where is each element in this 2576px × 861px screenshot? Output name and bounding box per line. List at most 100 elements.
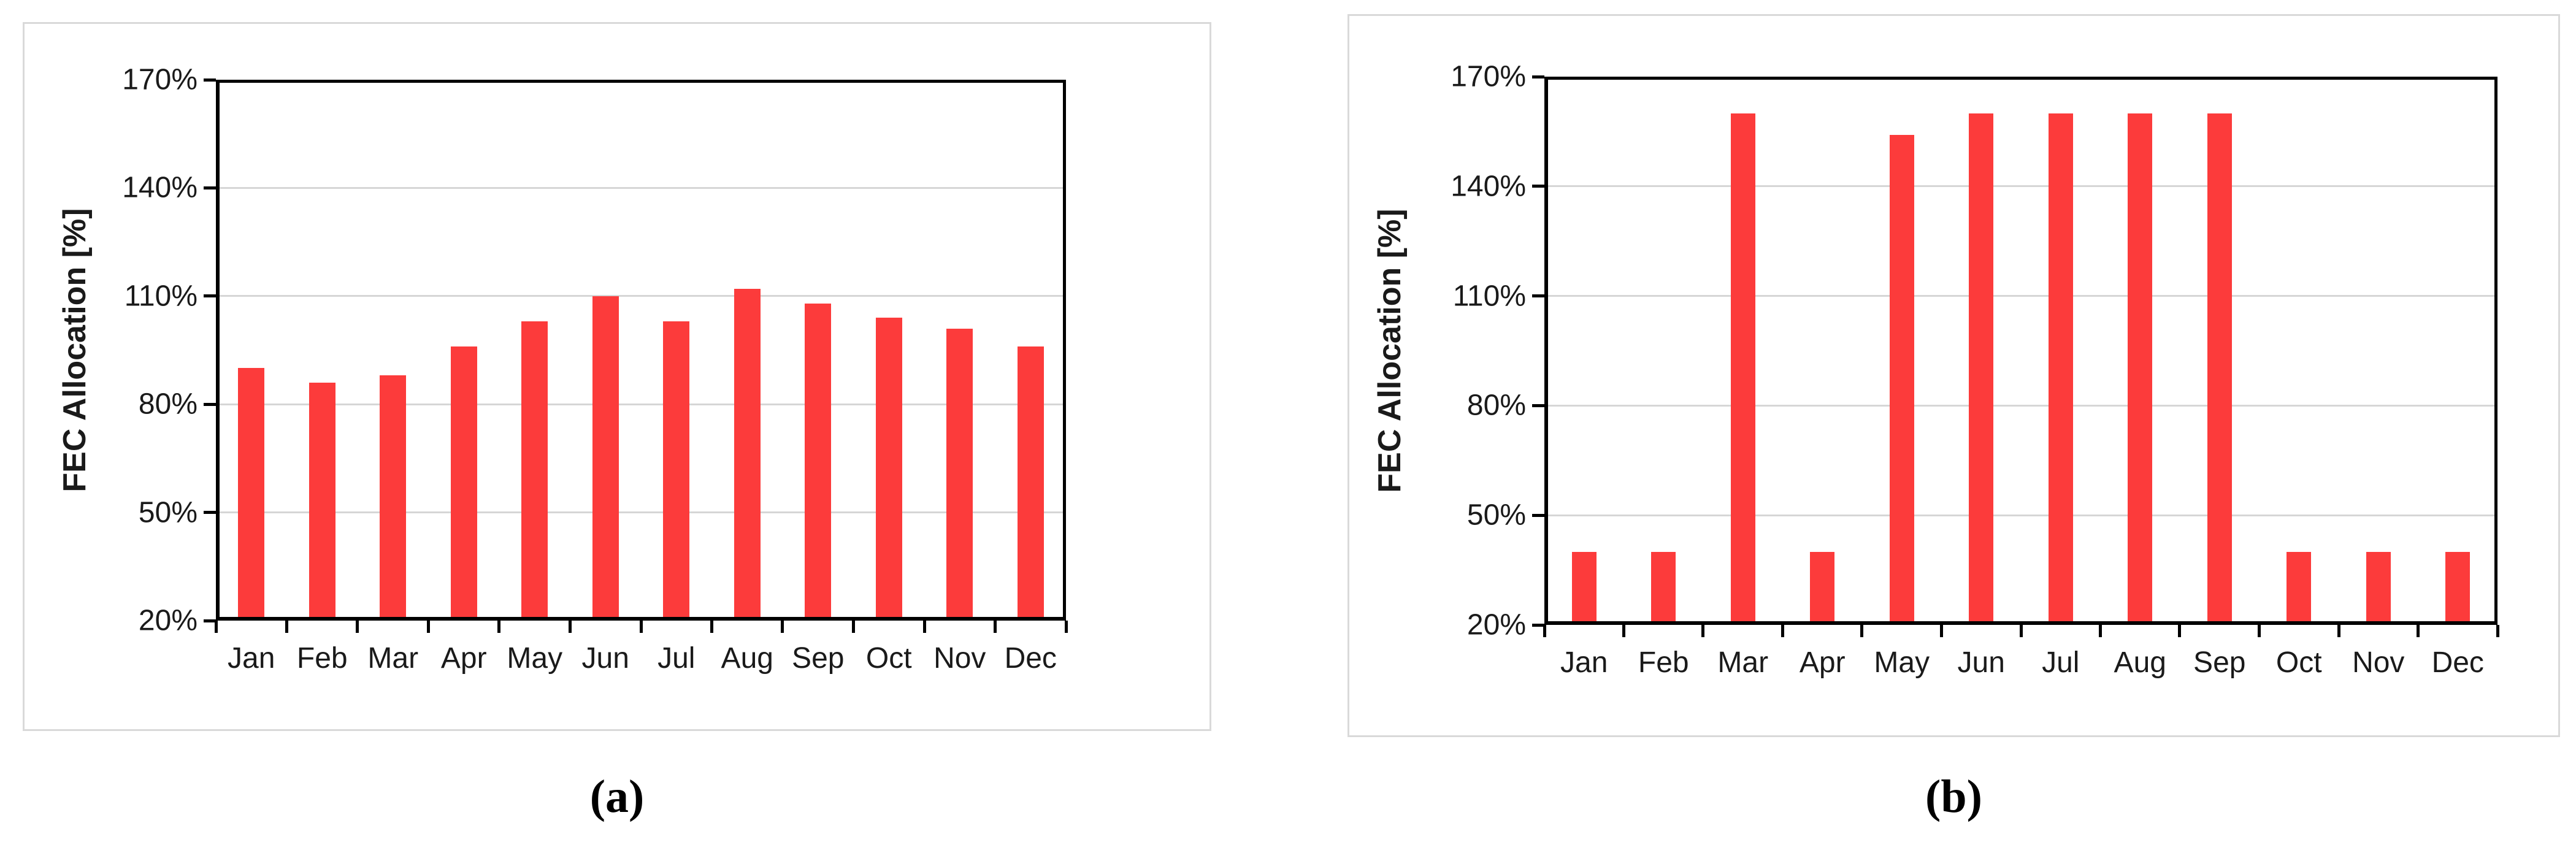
x-tick-label: Mar bbox=[1717, 646, 1769, 679]
x-tick-mark bbox=[781, 621, 784, 633]
x-tick-mark bbox=[639, 621, 643, 633]
gridline-140 bbox=[216, 186, 1066, 189]
x-tick-label: Aug bbox=[2114, 646, 2166, 679]
bar-Apr bbox=[1810, 551, 1835, 625]
y-tick-mark bbox=[1532, 75, 1544, 78]
bar-Jun bbox=[1969, 113, 1994, 625]
plot-frame-top bbox=[216, 80, 1066, 83]
x-tick-label: Oct bbox=[865, 642, 912, 675]
gridline-140 bbox=[1544, 185, 2497, 188]
x-tick-label: Sep bbox=[2193, 646, 2246, 679]
x-tick-mark bbox=[2019, 625, 2023, 637]
bar-Feb bbox=[1651, 551, 1676, 625]
x-tick-label: Feb bbox=[1638, 646, 1689, 679]
y-tick-label: 80% bbox=[1466, 389, 1526, 422]
y-tick-label: 20% bbox=[138, 604, 197, 637]
bar-Dec bbox=[2445, 551, 2471, 625]
x-tick-label: Oct bbox=[2275, 646, 2322, 679]
bar-Oct bbox=[875, 318, 902, 621]
x-tick-label: Dec bbox=[2431, 646, 2484, 679]
caption-a: (a) bbox=[589, 771, 645, 822]
bar-Jan bbox=[238, 368, 265, 621]
bar-Dec bbox=[1017, 346, 1044, 621]
gridline-80 bbox=[216, 403, 1066, 405]
x-axis-line bbox=[1544, 621, 2497, 625]
x-tick-label: Mar bbox=[367, 642, 419, 675]
x-tick-label: Jun bbox=[1957, 646, 2005, 679]
bar-Mar bbox=[1730, 113, 1755, 625]
y-tick-mark bbox=[204, 402, 216, 406]
x-tick-mark bbox=[710, 621, 713, 633]
plot-frame-right bbox=[2494, 77, 2497, 625]
y-tick-mark bbox=[204, 78, 216, 82]
bar-Aug bbox=[734, 289, 761, 621]
x-tick-mark bbox=[2416, 625, 2420, 637]
x-tick-mark bbox=[922, 621, 926, 633]
bar-May bbox=[521, 321, 548, 621]
bar-Jul bbox=[2048, 113, 2073, 625]
chart-panel-b: FEC Allocation [%] 170% 140% 110% 80% 50% 20%… bbox=[1347, 14, 2560, 737]
x-tick-label: Jan bbox=[228, 642, 275, 675]
chart-panel-a: FEC Allocation [%] 170% 140% 110% 80% 50% 20%… bbox=[23, 22, 1211, 731]
bar-Nov bbox=[2366, 551, 2391, 625]
x-tick-label: Dec bbox=[1004, 642, 1057, 675]
gridline-80 bbox=[1544, 404, 2497, 407]
y-axis-title: FEC Allocation [%] bbox=[57, 208, 93, 492]
plot-area-b: 170% 140% 110% 80% 50% 20% Jan Feb Mar Apr May Jun J… bbox=[1451, 61, 2499, 679]
x-tick-label: Feb bbox=[296, 642, 348, 675]
y-tick-label: 140% bbox=[122, 171, 197, 204]
x-tick-label: Aug bbox=[721, 642, 773, 675]
y-tick-mark bbox=[1532, 294, 1544, 298]
x-tick-mark bbox=[214, 621, 218, 633]
x-tick-mark bbox=[285, 621, 288, 633]
bar-Oct bbox=[2287, 551, 2312, 625]
gridline-110 bbox=[1544, 295, 2497, 297]
y-tick-label: 50% bbox=[1466, 499, 1526, 532]
plot-area-a: 170% 140% 110% 80% 50% 20% Jan Feb Mar Apr May Jun J… bbox=[122, 64, 1068, 675]
y-tick-label: 170% bbox=[122, 63, 197, 96]
gridline-50 bbox=[216, 511, 1066, 514]
bar-Apr bbox=[450, 346, 477, 621]
gridline-50 bbox=[1544, 514, 2497, 516]
y-tick-mark bbox=[1532, 623, 1544, 627]
x-tick-mark bbox=[1622, 625, 1625, 637]
x-tick-mark bbox=[427, 621, 430, 633]
x-tick-mark bbox=[2098, 625, 2102, 637]
y-tick-label: 20% bbox=[1466, 608, 1526, 641]
y-tick-mark bbox=[204, 511, 216, 515]
plot-frame-right bbox=[1063, 80, 1066, 621]
y-tick-label: 50% bbox=[138, 496, 197, 529]
caption-b: (b) bbox=[1925, 771, 1982, 822]
y-axis-line bbox=[1544, 77, 1548, 625]
x-tick-mark bbox=[2337, 625, 2340, 637]
plot-frame-top bbox=[1544, 77, 2497, 80]
x-tick-label: Nov bbox=[933, 642, 986, 675]
x-tick-mark bbox=[1701, 625, 1705, 637]
bar-Sep bbox=[805, 303, 832, 621]
y-axis-line bbox=[216, 80, 220, 621]
x-tick-label: Jun bbox=[581, 642, 629, 675]
x-tick-mark bbox=[1860, 625, 1864, 637]
x-tick-mark bbox=[1940, 625, 1943, 637]
bar-Aug bbox=[2128, 113, 2153, 625]
bar-Jul bbox=[663, 321, 690, 621]
x-tick-mark bbox=[852, 621, 855, 633]
x-tick-label: May bbox=[507, 642, 563, 675]
x-tick-label: May bbox=[1874, 646, 1930, 679]
x-tick-mark bbox=[497, 621, 501, 633]
x-tick-label: Apr bbox=[440, 642, 487, 675]
x-tick-mark bbox=[1064, 621, 1068, 633]
y-tick-label: 170% bbox=[1451, 60, 1526, 93]
x-tick-mark bbox=[356, 621, 359, 633]
y-tick-mark bbox=[204, 619, 216, 622]
x-tick-label: Jul bbox=[2042, 646, 2080, 679]
x-tick-mark bbox=[1781, 625, 1784, 637]
x-axis-line bbox=[216, 617, 1066, 621]
bar-Jun bbox=[592, 296, 619, 621]
x-tick-mark bbox=[2496, 625, 2499, 637]
bar-Jan bbox=[1571, 551, 1597, 625]
x-tick-mark bbox=[994, 621, 997, 633]
bar-Mar bbox=[380, 375, 407, 621]
x-tick-label: Nov bbox=[2352, 646, 2405, 679]
y-tick-mark bbox=[204, 294, 216, 298]
